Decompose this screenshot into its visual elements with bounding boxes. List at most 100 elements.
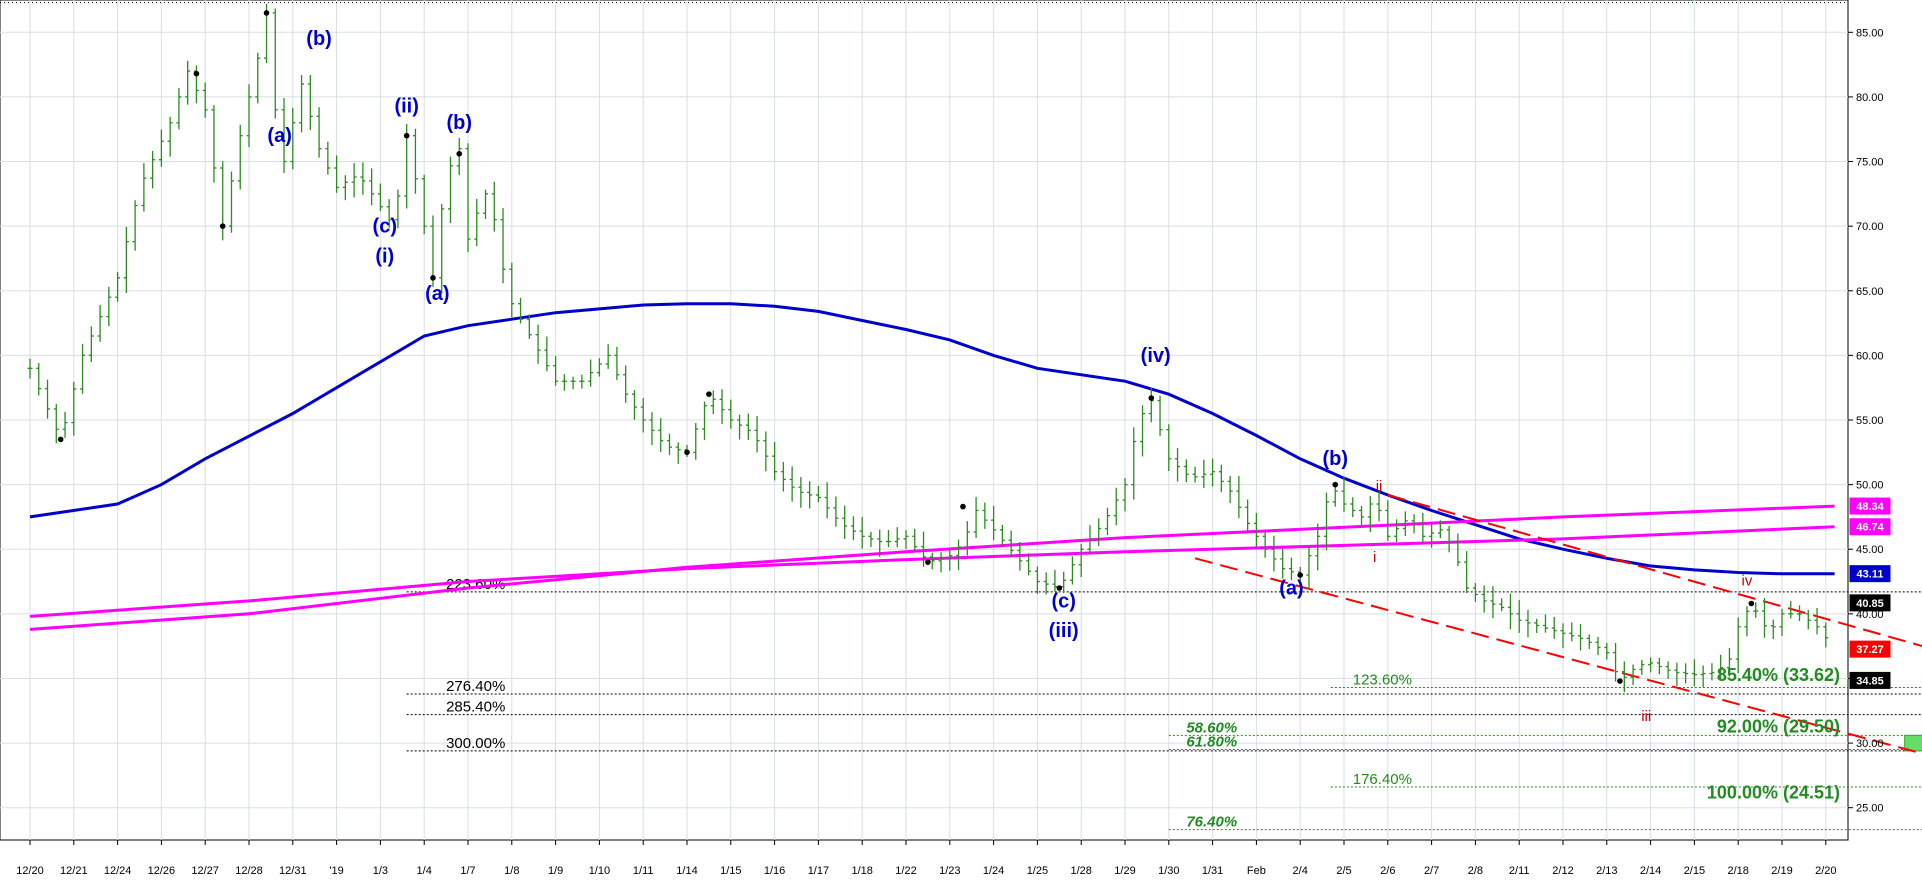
x-tick-label: 1/10 <box>589 865 610 877</box>
x-tick-label: 1/18 <box>851 865 872 877</box>
x-tick-label: 1/14 <box>676 865 697 877</box>
x-tick-label: 1/29 <box>1114 865 1135 877</box>
wave-label: (i) <box>375 245 394 267</box>
x-tick-label: 2/20 <box>1815 865 1836 877</box>
price-label-box <box>1849 565 1891 583</box>
pivot-dot <box>925 559 931 565</box>
x-tick-label: 12/28 <box>235 865 263 877</box>
x-tick-label: 1/23 <box>939 865 960 877</box>
wave-label: (a) <box>425 283 449 305</box>
x-tick-label: 2/18 <box>1727 865 1748 877</box>
x-tick-label: 1/7 <box>460 865 475 877</box>
x-tick-label: 1/31 <box>1202 865 1223 877</box>
wave-label: (c) <box>373 216 397 238</box>
price-label-text: 34.85 <box>1856 675 1884 687</box>
x-tick-label: 1/8 <box>504 865 519 877</box>
pivot-dot <box>403 132 410 139</box>
price-label-box <box>1849 640 1891 658</box>
y-tick-label: 80.00 <box>1856 92 1884 104</box>
average-line <box>29 302 1835 576</box>
pivot-dot <box>57 436 64 443</box>
x-tick-label: 12/26 <box>148 865 176 877</box>
price-label-box <box>1849 497 1891 515</box>
x-tick-label: 2/14 <box>1640 865 1661 877</box>
x-tick-label: 2/7 <box>1424 865 1439 877</box>
x-tick-label: 12/31 <box>279 865 307 877</box>
x-tick-label: 2/5 <box>1336 865 1351 877</box>
x-axis: 12/20 12/21 12/24 12/26 12/27 12/28 12/31 '19 1/… <box>16 840 1837 877</box>
y-tick-label: 70.00 <box>1856 221 1884 233</box>
x-tick-label: 12/27 <box>191 865 219 877</box>
y-tick-label: 45.00 <box>1856 544 1884 556</box>
x-tick-label: 12/21 <box>60 865 88 877</box>
pivot-dot <box>1617 678 1623 684</box>
x-tick-label: 1/25 <box>1027 865 1048 877</box>
pivot-dot <box>456 150 463 157</box>
price-label-box <box>1849 594 1891 612</box>
x-tick-label: Feb <box>1247 865 1266 877</box>
pivot-dot <box>193 70 200 77</box>
x-tick-label: 1/4 <box>417 865 432 877</box>
wave-label: (b) <box>1322 448 1348 470</box>
pivot-dot <box>1148 395 1155 401</box>
x-tick-label: 1/28 <box>1070 865 1091 877</box>
wave-label: ii <box>1376 478 1383 495</box>
target-label: 85.40% (33.62) <box>1717 665 1840 685</box>
wave-label: iii <box>1641 708 1651 725</box>
x-tick-label: 1/3 <box>373 865 388 877</box>
y-tick-label: 65.00 <box>1856 286 1884 298</box>
x-tick-label: 2/8 <box>1468 865 1483 877</box>
y-tick-label: 85.00 <box>1856 27 1884 39</box>
wave-label: (a) <box>267 125 291 147</box>
fib-label: 276.40% <box>446 678 505 695</box>
x-tick-label: 2/13 <box>1596 865 1617 877</box>
indicator-lines <box>29 302 1922 755</box>
x-tick-label: 2/15 <box>1684 865 1705 877</box>
price-label-box <box>1849 671 1891 689</box>
wave-label: i <box>1373 549 1376 566</box>
wave-label: (c) <box>1051 590 1075 612</box>
y-tick-label: 60.00 <box>1856 350 1884 362</box>
y-tick-label: 25.00 <box>1856 803 1884 815</box>
pivot-dot <box>1297 572 1303 578</box>
x-tick-label: 2/12 <box>1552 865 1573 877</box>
average-line <box>29 525 1835 618</box>
wave-label: (b) <box>446 112 472 134</box>
pivot-dot <box>1748 600 1755 607</box>
fib-label: 123.60% <box>1353 672 1412 689</box>
y-tick-label: 40.00 <box>1856 609 1884 621</box>
fib-label: 176.40% <box>1353 771 1412 788</box>
x-tick-label: 12/20 <box>16 865 44 877</box>
x-tick-label: 2/11 <box>1509 865 1530 877</box>
price-label-text: 40.85 <box>1856 598 1884 610</box>
pivot-dot <box>960 503 966 510</box>
wave-label: (iii) <box>1049 620 1079 642</box>
wave-label: (iv) <box>1141 345 1171 367</box>
x-tick-label: 1/22 <box>895 865 916 877</box>
price-label-text: 43.11 <box>1857 569 1884 581</box>
y-tick-label: 30.00 <box>1856 738 1884 750</box>
x-tick-label: 1/9 <box>548 865 563 877</box>
y-tick-label: 55.00 <box>1856 415 1884 427</box>
x-tick-label: 1/17 <box>808 865 829 877</box>
target-labels: 85.40% (33.62) 92.00% (29.50) 100.00% (24.… <box>1707 665 1840 803</box>
pivot-dot <box>684 449 690 456</box>
x-tick-label: 2/4 <box>1293 865 1308 877</box>
pivot-dot <box>430 275 436 281</box>
target-label: 100.00% (24.51) <box>1707 783 1840 803</box>
x-tick-label: 1/16 <box>764 865 785 877</box>
x-tick-label: 1/24 <box>983 865 1004 877</box>
fib-label: 58.60% <box>1186 719 1237 736</box>
average-line <box>29 504 1835 631</box>
fib-levels: 223.60%276.40%285.40%300.00%123.60%58.60… <box>0 2 1922 831</box>
price-label-box <box>1849 518 1891 536</box>
pivot-dot <box>263 10 270 16</box>
price-label-text: 48.34 <box>1856 501 1884 513</box>
wave-label: (ii) <box>394 95 418 117</box>
fib-label: 300.00% <box>446 735 505 752</box>
x-tick-label: 12/24 <box>104 865 132 877</box>
channel-line <box>1194 557 1922 755</box>
fib-label: 76.40% <box>1186 814 1237 831</box>
